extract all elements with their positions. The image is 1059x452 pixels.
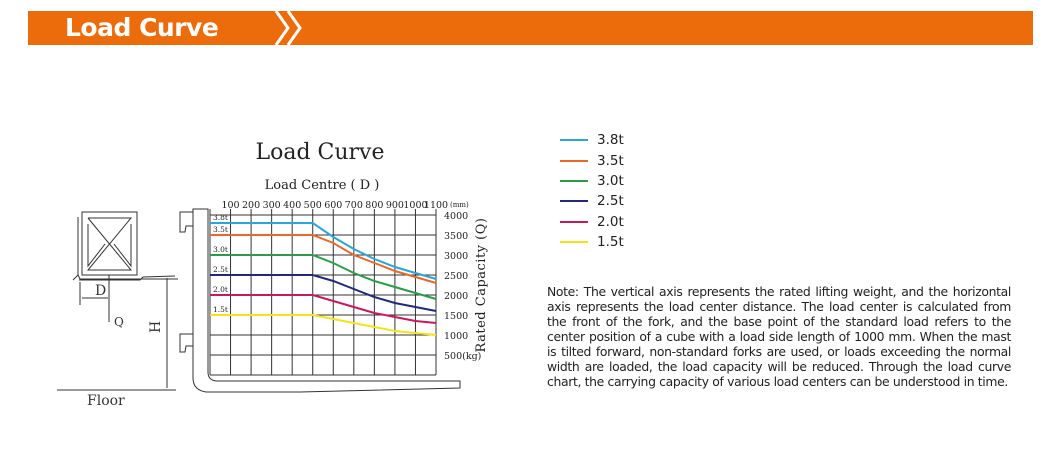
chart-grid (209, 209, 437, 376)
x-tick-label: 800 (365, 200, 383, 211)
legend-label: 3.0t (597, 172, 624, 189)
series-label: 3.5t (213, 225, 228, 234)
figure-subtitle: Load Centre ( D ) (265, 178, 380, 193)
legend-label: 3.8t (597, 132, 624, 149)
section-header: Load Curve (28, 11, 1033, 45)
series-label: 3.0t (213, 245, 228, 254)
legend-label: 2.5t (597, 193, 624, 210)
series-line-2.5t (210, 274, 437, 312)
label-d: D (95, 283, 106, 299)
legend-label: 2.0t (597, 213, 624, 230)
legend-item: 3.8t (560, 130, 624, 150)
series-label: 1.5t (213, 305, 228, 314)
series-line-2.0t (210, 294, 437, 324)
x-unit-label: (mm) (450, 201, 469, 209)
y-tick-label: 3500 (444, 231, 468, 242)
legend-item: 2.0t (560, 212, 624, 232)
series-label: 3.8t (213, 213, 228, 222)
load-box-drawing (57, 211, 178, 391)
legend-item: 3.5t (560, 150, 624, 170)
series-line-3.8t (210, 222, 437, 280)
legend-label: 1.5t (597, 234, 624, 251)
x-tick-label: 1100 (424, 200, 448, 211)
y-tick-label: 1500 (444, 311, 468, 322)
series-line-1.5t (210, 314, 437, 336)
x-tick-label: 200 (242, 200, 260, 211)
series-line-3.0t (210, 254, 437, 300)
figure-title: Load Curve (255, 140, 384, 165)
legend-label: 3.5t (597, 152, 624, 169)
y-tick-label: 2000 (444, 291, 468, 302)
legend-swatch (560, 139, 588, 142)
double-chevron-right-icon (274, 11, 302, 45)
x-tick-label: 1000 (403, 200, 427, 211)
legend: 3.8t 3.5t 3.0t 2.5t 2.0t 1.5t (560, 130, 624, 252)
legend-swatch (560, 179, 588, 182)
x-tick-label: 300 (263, 200, 281, 211)
y-axis-label: Rated Capacity (Q) (474, 218, 489, 353)
chart-series (210, 222, 437, 336)
x-tick-label: 100 (221, 200, 239, 211)
y-tick-label: 1000 (444, 331, 468, 342)
y-tick-label: 4000 (444, 211, 468, 222)
y-tick-label: 2500 (444, 271, 468, 282)
legend-item: 2.5t (560, 191, 624, 211)
y-tick-label: 500(kg) (444, 351, 481, 362)
section-title: Load Curve (65, 13, 219, 42)
note-text: Note: The vertical axis represents the r… (547, 284, 1011, 389)
label-floor: Floor (87, 393, 125, 409)
label-h: H (148, 321, 164, 333)
legend-item: 1.5t (560, 232, 624, 252)
legend-swatch (560, 200, 588, 203)
x-tick-label: 600 (324, 200, 342, 211)
fork-drawing (179, 208, 461, 393)
series-label: 2.0t (213, 285, 228, 294)
legend-item: 3.0t (560, 171, 624, 191)
y-tick-label: 3000 (444, 251, 468, 262)
x-tick-label: 400 (283, 200, 301, 211)
x-tick-label: 500 (304, 200, 322, 211)
load-curve-figure: Load Curve Load Centre ( D ) D Q H Floor… (57, 140, 489, 409)
legend-swatch (560, 159, 588, 162)
legend-swatch (560, 220, 588, 223)
label-q: Q (114, 315, 124, 329)
x-tick-label: 700 (345, 200, 363, 211)
series-label: 2.5t (213, 265, 228, 274)
series-line-3.5t (210, 234, 437, 284)
legend-swatch (560, 241, 588, 244)
x-tick-label: 900 (386, 200, 404, 211)
